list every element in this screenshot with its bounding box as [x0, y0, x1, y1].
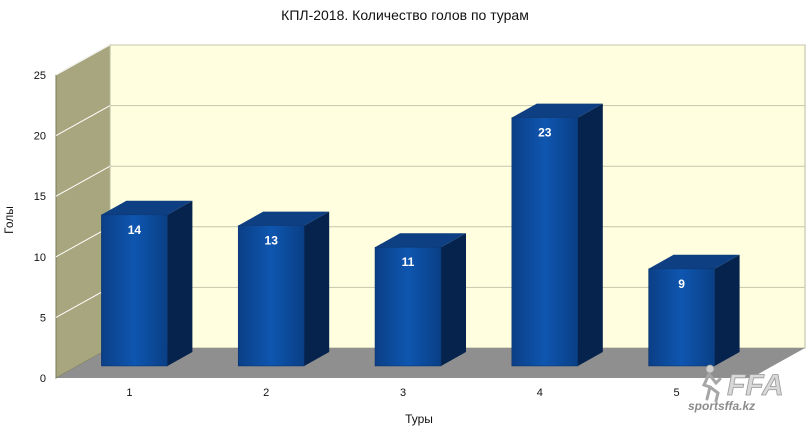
runner-icon: [701, 364, 722, 403]
x-tick-label: 5: [674, 387, 680, 399]
bar-top: [648, 254, 740, 269]
bar-2: 13: [237, 211, 330, 367]
bar-5: 9: [648, 254, 740, 367]
y-axis-label: Голы: [2, 206, 16, 234]
bar-value-label: 14: [128, 223, 142, 237]
bar-value-label: 11: [402, 255, 415, 269]
y-tick-label: 15: [34, 191, 46, 203]
y-tick-label: 5: [40, 312, 46, 324]
bar-1: 14: [101, 200, 193, 367]
bar-front: [101, 214, 168, 367]
watermark-logo: FFA sportsffa.kz: [688, 364, 784, 413]
y-tick-label: 25: [34, 70, 46, 82]
bar-top: [375, 233, 466, 248]
bar-front: [374, 246, 442, 367]
bar-top: [238, 211, 330, 226]
y-tick-labels: 0 5 10 15 20 25: [34, 70, 46, 385]
bar-side: [304, 211, 330, 366]
bar-front: [511, 117, 579, 367]
bar-side: [167, 200, 193, 366]
side-gridline: [55, 226, 111, 258]
side-gridline: [55, 44, 111, 76]
watermark-logo-text: FFA: [727, 369, 784, 402]
watermark-site-text: sportsffa.kz: [688, 399, 755, 413]
x-axis-label: Туры: [405, 412, 433, 426]
side-gridline: [55, 165, 111, 197]
bar-3: 11: [374, 233, 466, 367]
y-tick-label: 10: [34, 252, 46, 264]
bar-side: [577, 103, 603, 366]
x-tick-label: 4: [537, 387, 543, 399]
chart-title: КПЛ-2018. Количество голов по турам: [281, 7, 529, 23]
x-tick-label: 2: [263, 387, 269, 399]
side-gridline: [55, 286, 111, 318]
bar-value-label: 13: [265, 234, 279, 248]
bar-front: [237, 225, 305, 367]
side-gridline: [55, 105, 111, 137]
bar-side: [714, 254, 740, 366]
bar-front: [648, 268, 715, 367]
y-tick-label: 0: [40, 373, 46, 385]
x-tick-label: 3: [400, 387, 406, 399]
x-tick-labels: 1 2 3 4 5: [126, 387, 679, 399]
bar-top: [101, 200, 193, 215]
bars: 14 13 11 23 9: [101, 103, 740, 367]
bar-side: [441, 233, 466, 366]
bar-value-label: 9: [678, 277, 685, 291]
bar-4: 23: [511, 103, 603, 367]
y-tick-label: 20: [34, 131, 46, 143]
x-tick-label: 1: [126, 387, 132, 399]
bar-top: [511, 103, 603, 118]
bar-value-label: 23: [538, 126, 552, 140]
